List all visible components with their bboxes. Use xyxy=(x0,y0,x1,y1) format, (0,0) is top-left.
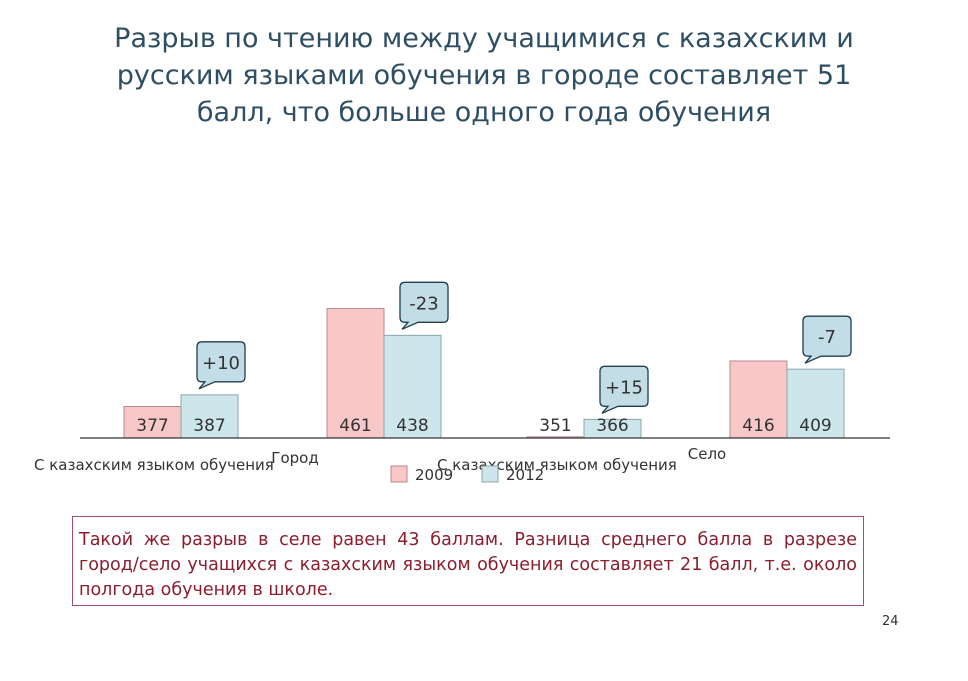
change-label: -23 xyxy=(409,293,438,314)
bar-2009 xyxy=(729,360,788,439)
bar-value-label: 387 xyxy=(193,416,225,436)
legend-label: 2012 xyxy=(506,466,544,484)
note-box: Такой же разрыв в селе равен 43 баллам. … xyxy=(72,516,864,606)
change-label: +15 xyxy=(605,377,643,398)
callouts-layer: +10 -23 +15 -7 xyxy=(196,281,852,414)
bar-value-label: 366 xyxy=(596,416,628,436)
bar-2012 xyxy=(786,368,845,439)
category-label: Город xyxy=(271,449,318,467)
bars-layer xyxy=(123,308,845,439)
page-number: 24 xyxy=(882,614,899,629)
change-label: +10 xyxy=(202,353,240,374)
bar-value-label: 416 xyxy=(742,416,774,436)
change-callout xyxy=(802,315,852,364)
bar-value-label: 409 xyxy=(799,416,831,436)
title-line: Разрыв по чтению между учащимися с казах… xyxy=(114,23,854,54)
bar-value-label: 351 xyxy=(539,416,571,436)
change-label: -7 xyxy=(818,327,836,348)
legend: 2009 2012 xyxy=(390,465,544,484)
title-line: русским языками обучения в городе состав… xyxy=(116,60,852,91)
category-label: Село xyxy=(688,445,726,463)
slide-title: Разрыв по чтению между учащимися с казах… xyxy=(40,20,928,131)
change-callout xyxy=(399,281,449,330)
bar-value-label: 461 xyxy=(339,416,371,436)
bar-value-label: 438 xyxy=(396,416,428,436)
legend-swatch-2009 xyxy=(390,465,408,483)
legend-label: 2009 xyxy=(415,466,453,484)
category-label: С казахским языком обучения xyxy=(437,456,677,474)
bar-value-label: 377 xyxy=(136,416,168,436)
title-line: балл, что больше одного года обучения xyxy=(196,97,772,128)
labels-layer: 377 387 461 438 351 366 416 409 xyxy=(136,416,831,436)
change-callout xyxy=(599,365,649,414)
bar-chart: 377 387 461 438 351 366 416 409 +10 -23 +15 -7 С к… xyxy=(34,281,890,484)
change-callout xyxy=(196,341,246,390)
legend-swatch-2012 xyxy=(481,465,499,483)
category-label: С казахским языком обучения xyxy=(34,456,274,474)
